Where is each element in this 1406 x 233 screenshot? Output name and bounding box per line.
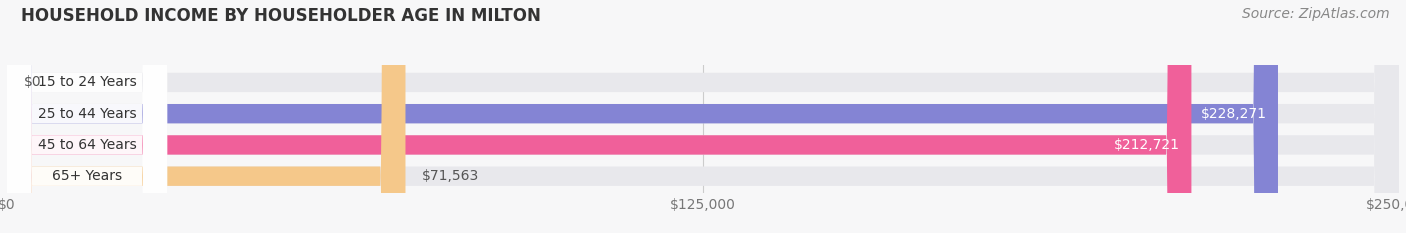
Text: $228,271: $228,271 [1201, 107, 1267, 121]
FancyBboxPatch shape [7, 0, 1399, 233]
FancyBboxPatch shape [7, 0, 1191, 233]
Text: 65+ Years: 65+ Years [52, 169, 122, 183]
FancyBboxPatch shape [7, 0, 1399, 233]
Text: HOUSEHOLD INCOME BY HOUSEHOLDER AGE IN MILTON: HOUSEHOLD INCOME BY HOUSEHOLDER AGE IN M… [21, 7, 541, 25]
FancyBboxPatch shape [7, 0, 167, 233]
FancyBboxPatch shape [7, 0, 1278, 233]
Text: 25 to 44 Years: 25 to 44 Years [38, 107, 136, 121]
Text: 15 to 24 Years: 15 to 24 Years [38, 75, 136, 89]
Text: $0: $0 [24, 75, 41, 89]
Text: $212,721: $212,721 [1115, 138, 1180, 152]
Text: 45 to 64 Years: 45 to 64 Years [38, 138, 136, 152]
FancyBboxPatch shape [7, 0, 1399, 233]
FancyBboxPatch shape [7, 0, 167, 233]
FancyBboxPatch shape [7, 0, 1399, 233]
Text: $71,563: $71,563 [422, 169, 479, 183]
Text: Source: ZipAtlas.com: Source: ZipAtlas.com [1241, 7, 1389, 21]
FancyBboxPatch shape [7, 0, 167, 233]
FancyBboxPatch shape [7, 0, 405, 233]
FancyBboxPatch shape [7, 0, 167, 233]
